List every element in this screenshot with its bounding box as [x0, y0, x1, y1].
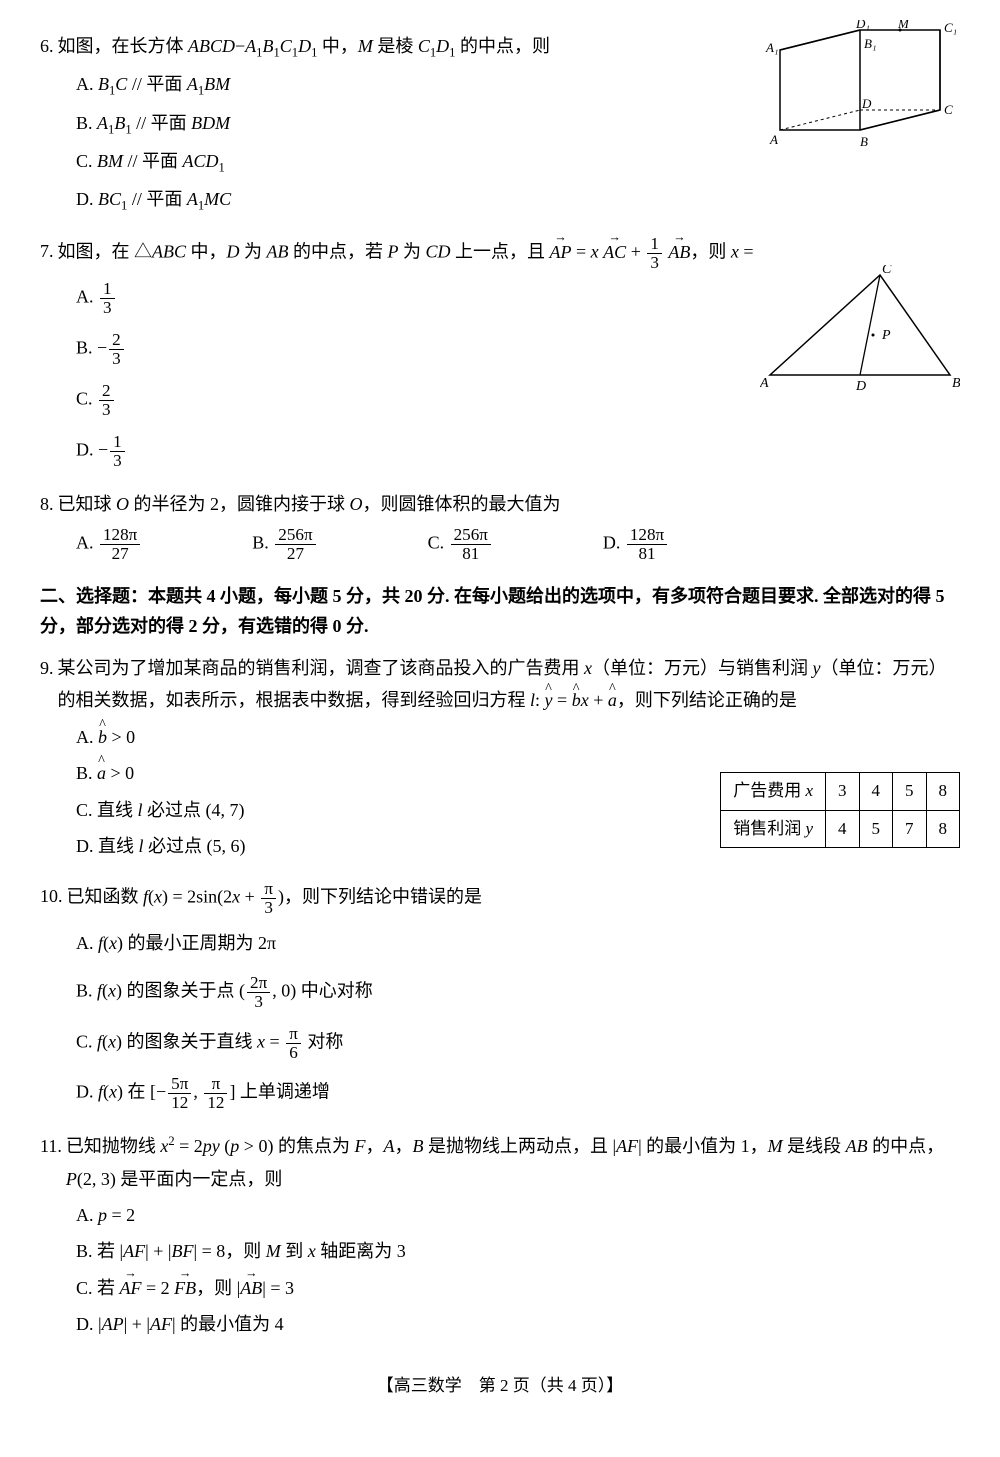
q8-opt-a: A. 128π27	[76, 526, 142, 563]
q9-table-x2: 5	[893, 773, 927, 811]
q11-opt-d: D. |AP| + |AF| 的最小值为 4	[76, 1308, 960, 1340]
q9-table-x3: 8	[926, 773, 960, 811]
q8-options: A. 128π27 B. 256π27 C. 256π81 D. 128π81	[76, 526, 960, 563]
svg-text:A: A	[760, 376, 769, 391]
svg-text:C₁: C₁	[944, 20, 957, 35]
q6-number: 6.	[40, 30, 54, 62]
q11-opt-b: B. 若 |AF| + |BF| = 8，则 M 到 x 轴距离为 3	[76, 1235, 960, 1267]
q9-table-y3: 8	[926, 810, 960, 848]
q7-opt-d: D. −13	[76, 433, 960, 470]
q9-table-r1-label: 广告费用 x	[721, 773, 826, 811]
q9-table-y1: 5	[859, 810, 893, 848]
q10-options: A. f(x) 的最小正周期为 2π B. f(x) 的图象关于点 (2π3, …	[40, 927, 960, 1112]
question-10: 10. 已知函数 f(x) = 2sin(2x + π3)，则下列结论中错误的是…	[40, 880, 960, 1112]
q11-stem: 已知抛物线 x2 = 2py (p > 0) 的焦点为 F，A，B 是抛物线上两…	[66, 1130, 960, 1195]
q9-table-x1: 4	[859, 773, 893, 811]
q8-opt-b: B. 256π27	[252, 526, 317, 563]
q11-opt-c: C. 若 AF = 2 FB，则 |AB| = 3	[76, 1272, 960, 1304]
svg-text:C: C	[944, 102, 953, 117]
question-7: C P A D B 7. 如图，在 △ABC 中，D 为 AB 的中点，若 P …	[40, 235, 960, 469]
q8-opt-c: C. 256π81	[428, 526, 493, 563]
q9-table: 广告费用 x 3 4 5 8 销售利润 y 4 5 7 8	[720, 772, 960, 848]
q10-opt-b: B. f(x) 的图象关于点 (2π3, 0) 中心对称	[76, 974, 960, 1011]
question-11: 11. 已知抛物线 x2 = 2py (p > 0) 的焦点为 F，A，B 是抛…	[40, 1130, 960, 1340]
q10-opt-c: C. f(x) 的图象关于直线 x = π6 对称	[76, 1025, 960, 1062]
svg-text:A: A	[769, 132, 778, 147]
q8-stem: 已知球 O 的半径为 2，圆锥内接于球 O，则圆锥体积的最大值为	[58, 488, 961, 520]
q7-figure: C P A D B	[760, 265, 960, 405]
svg-text:C: C	[882, 265, 892, 277]
q10-opt-a: A. f(x) 的最小正周期为 2π	[76, 927, 960, 959]
q9-stem: 某公司为了增加某商品的销售利润，调查了该商品投入的广告费用 x（单位：万元）与销…	[58, 652, 961, 717]
svg-text:D: D	[861, 96, 872, 111]
q9-table-y2: 7	[893, 810, 927, 848]
q9-table-x0: 3	[826, 773, 860, 811]
q8-opt-d: D. 128π81	[603, 526, 669, 563]
q9-number: 9.	[40, 652, 54, 684]
q9-table-r2-label: 销售利润 y	[721, 810, 826, 848]
q10-number: 10.	[40, 880, 63, 912]
q10-stem: 已知函数 f(x) = 2sin(2x + π3)，则下列结论中错误的是	[67, 880, 961, 917]
question-8: 8. 已知球 O 的半径为 2，圆锥内接于球 O，则圆锥体积的最大值为 A. 1…	[40, 488, 960, 563]
svg-text:B: B	[952, 376, 960, 391]
svg-text:D: D	[855, 379, 866, 394]
q10-opt-d: D. f(x) 在 [−5π12, π12] 上单调递增	[76, 1075, 960, 1112]
q9-opt-a: A. b > 0	[76, 721, 960, 753]
q11-number: 11.	[40, 1130, 62, 1162]
svg-text:D₁: D₁	[855, 20, 870, 31]
q7-number: 7.	[40, 235, 54, 267]
svg-text:A₁: A₁	[765, 40, 778, 55]
question-6: D₁ M C₁ A₁ B₁ D C A B 6. 如图，在长方体 ABCD−A1…	[40, 30, 960, 217]
svg-text:B: B	[860, 134, 868, 149]
q9-table-y0: 4	[826, 810, 860, 848]
svg-text:P: P	[881, 328, 891, 343]
q11-opt-a: A. p = 2	[76, 1199, 960, 1231]
question-9: 广告费用 x 3 4 5 8 销售利润 y 4 5 7 8 9. 某公司为了增加…	[40, 652, 960, 862]
page-footer: 【高三数学 第 2 页（共 4 页）】	[40, 1371, 960, 1402]
q11-options: A. p = 2 B. 若 |AF| + |BF| = 8，则 M 到 x 轴距…	[40, 1199, 960, 1341]
q6-figure: D₁ M C₁ A₁ B₁ D C A B	[760, 20, 960, 190]
q8-number: 8.	[40, 488, 54, 520]
section-2-header: 二、选择题：本题共 4 小题，每小题 5 分，共 20 分. 在每小题给出的选项…	[40, 581, 960, 642]
svg-text:B₁: B₁	[864, 36, 876, 51]
